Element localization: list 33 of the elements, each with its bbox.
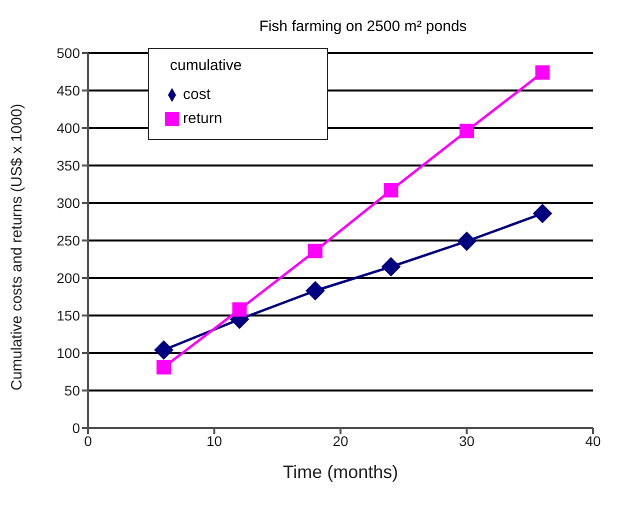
x-axis-title: Time (months) — [282, 462, 398, 482]
y-tick-label: 450 — [56, 82, 80, 98]
y-axis-title: Cumulative costs and returns (US$ x 1000) — [8, 104, 26, 390]
point — [154, 340, 174, 360]
point — [384, 183, 398, 198]
legend-title: cumulative — [170, 57, 242, 74]
y-tick-label: 300 — [56, 194, 80, 211]
point — [156, 360, 171, 374]
point — [308, 244, 322, 258]
point — [306, 281, 325, 300]
legend-label: cost — [183, 86, 211, 103]
x-tick-label: 20 — [332, 432, 348, 449]
y-tick-label: 50 — [64, 382, 80, 398]
point — [382, 257, 400, 276]
y-tick-label: 150 — [56, 307, 80, 324]
chart-title: Fish farming on 2500 m² ponds — [258, 18, 468, 35]
legend-label: return — [183, 110, 222, 127]
y-tick-label: 250 — [56, 232, 80, 248]
x-tick-label: 30 — [458, 432, 475, 449]
point — [232, 302, 247, 317]
y-tick-label: 100 — [56, 344, 80, 361]
point — [533, 204, 552, 223]
x-tick-label: 10 — [206, 432, 222, 449]
y-tick-label: 350 — [56, 157, 80, 174]
point — [457, 232, 476, 251]
y-tick-label: 500 — [56, 44, 80, 61]
y-tick-label: 400 — [56, 120, 80, 136]
x-tick-label: 0 — [84, 432, 92, 449]
y-tick-label: 200 — [56, 270, 80, 286]
point — [535, 65, 550, 80]
x-tick-label: 40 — [585, 432, 601, 449]
y-tick-label: 0 — [72, 420, 80, 436]
point — [460, 124, 474, 138]
